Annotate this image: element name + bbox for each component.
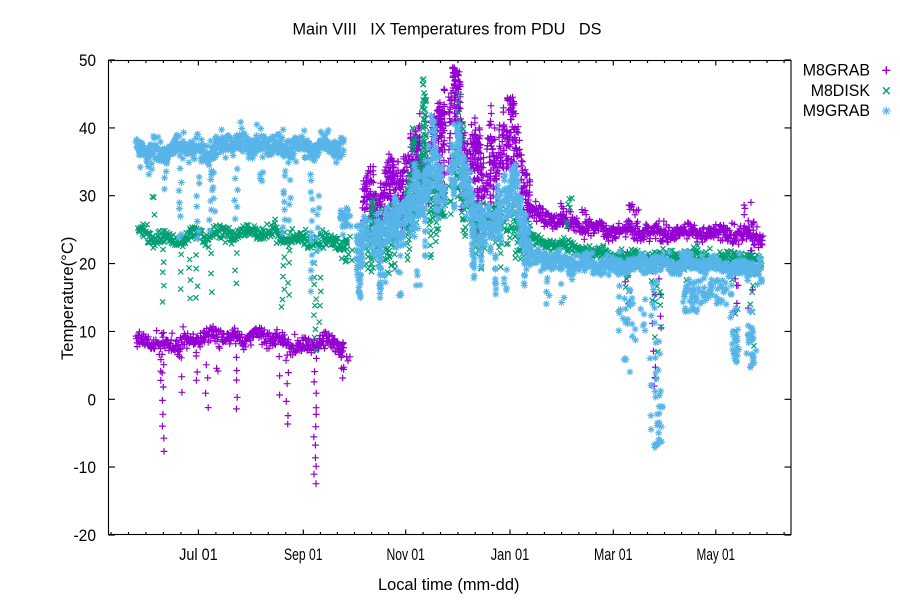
svg-text:M8DISK: M8DISK xyxy=(811,82,870,100)
svg-text:M8GRAB: M8GRAB xyxy=(803,62,870,80)
svg-text:May 01: May 01 xyxy=(697,546,736,564)
svg-text:20: 20 xyxy=(79,256,96,274)
svg-text:Jul 01: Jul 01 xyxy=(179,546,218,564)
svg-text:-10: -10 xyxy=(74,459,97,477)
svg-text:10: 10 xyxy=(79,323,96,341)
svg-text:Main VIII IX Temperatures fr: Main VIII IX Temperatures from PDU DS xyxy=(293,21,602,39)
svg-text:-20: -20 xyxy=(74,527,97,545)
svg-text:Jan 01: Jan 01 xyxy=(491,546,530,564)
svg-text:M9GRAB: M9GRAB xyxy=(803,102,870,120)
svg-text:Nov 01: Nov 01 xyxy=(386,546,425,564)
svg-text:50: 50 xyxy=(79,52,96,70)
svg-text:Local time (mm-dd): Local time (mm-dd) xyxy=(378,576,520,594)
svg-text:Temperature(°C): Temperature(°C) xyxy=(59,237,77,361)
svg-text:40: 40 xyxy=(79,120,96,138)
svg-text:30: 30 xyxy=(79,188,96,206)
svg-text:0: 0 xyxy=(88,391,97,409)
svg-text:Sep 01: Sep 01 xyxy=(284,546,323,564)
svg-text:Mar 01: Mar 01 xyxy=(594,546,633,564)
